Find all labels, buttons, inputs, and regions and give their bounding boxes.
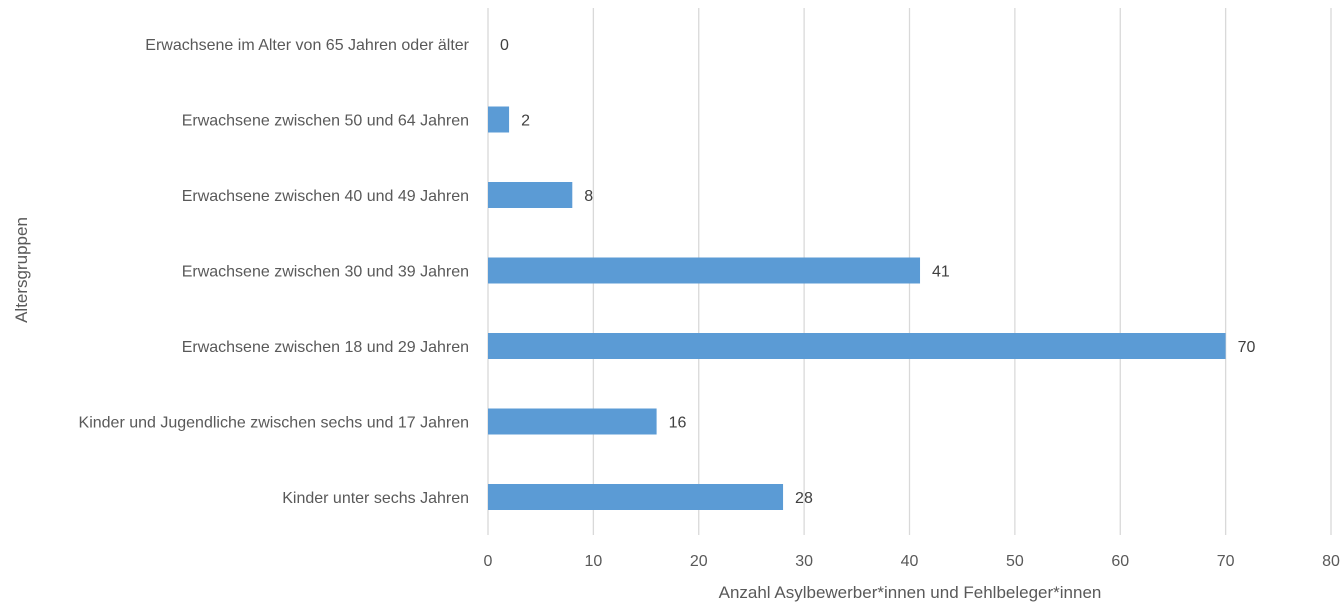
x-tick-label-10: 10 xyxy=(584,553,602,570)
bar-2 xyxy=(488,182,573,208)
x-tick-label-70: 70 xyxy=(1217,553,1235,570)
category-label-5: Kinder und Jugendliche zwischen sechs un… xyxy=(79,415,469,432)
x-tick-label-30: 30 xyxy=(795,553,813,570)
x-tick-label-80: 80 xyxy=(1322,553,1340,570)
bar-4 xyxy=(488,333,1226,359)
x-tick-labels: 0 10 20 30 40 50 60 70 80 xyxy=(484,553,1340,570)
bar-3 xyxy=(488,257,921,284)
bar-6 xyxy=(488,484,784,510)
x-tick-label-40: 40 xyxy=(901,553,919,570)
category-label-1: Erwachsene zwischen 50 und 64 Jahren xyxy=(182,113,469,130)
x-tick-label-0: 0 xyxy=(484,553,493,570)
data-label-1: 2 xyxy=(521,113,530,130)
x-tick-label-20: 20 xyxy=(690,553,708,570)
data-label-2: 8 xyxy=(584,188,593,205)
x-tick-label-60: 60 xyxy=(1111,553,1129,570)
category-labels: Erwachsene im Alter von 65 Jahren oder ä… xyxy=(79,37,470,507)
y-axis-title: Altersgruppen xyxy=(12,217,31,323)
category-label-0: Erwachsene im Alter von 65 Jahren oder ä… xyxy=(145,37,469,54)
category-label-2: Erwachsene zwischen 40 und 49 Jahren xyxy=(182,188,469,205)
data-label-0: 0 xyxy=(500,37,509,54)
data-label-3: 41 xyxy=(932,264,950,281)
category-label-6: Kinder unter sechs Jahren xyxy=(282,490,469,507)
data-label-6: 28 xyxy=(795,490,813,507)
category-label-4: Erwachsene zwischen 18 und 29 Jahren xyxy=(182,339,469,356)
x-axis-title: Anzahl Asylbewerber*innen und Fehlbelege… xyxy=(719,583,1102,602)
x-tick-label-50: 50 xyxy=(1006,553,1024,570)
data-label-4: 70 xyxy=(1238,339,1256,356)
category-label-3: Erwachsene zwischen 30 und 39 Jahren xyxy=(182,264,469,281)
bar-1 xyxy=(488,106,510,133)
data-label-5: 16 xyxy=(669,415,687,432)
bar-5 xyxy=(488,408,657,435)
